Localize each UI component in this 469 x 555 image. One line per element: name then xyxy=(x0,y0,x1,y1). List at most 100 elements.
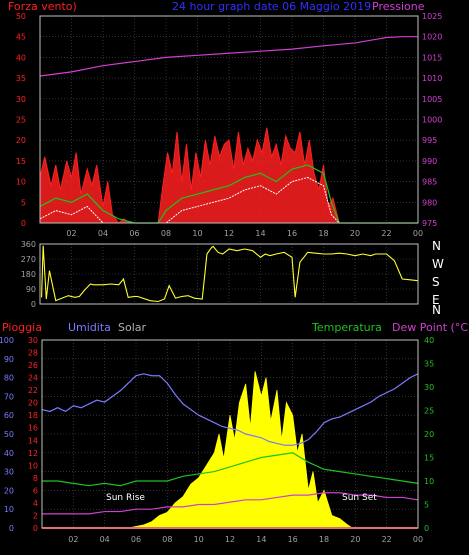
temperature-tick-label: 35 xyxy=(424,360,434,369)
humidity-tick-label: 50 xyxy=(4,430,14,439)
humidity-tick-label: 0 xyxy=(9,524,14,533)
sunset-label: Sun Set xyxy=(342,493,377,503)
y-tick-label-right: 990 xyxy=(422,157,437,166)
rain-humidity-temperature-chart: 0102030405060708090100024681012141618202… xyxy=(0,336,434,544)
pressure-line xyxy=(39,36,418,77)
rain-tick-label: 18 xyxy=(28,411,38,420)
rain-tick-label: 20 xyxy=(28,399,38,408)
x-tick-label: 10 xyxy=(192,229,202,238)
rain-tick-label: 16 xyxy=(28,424,38,433)
x-tick-label: 02 xyxy=(68,535,78,544)
x-tick-label: 04 xyxy=(98,229,108,238)
temperature-tick-label: 20 xyxy=(424,430,434,439)
rain-tick-label: 2 xyxy=(33,511,38,520)
rain-tick-label: 28 xyxy=(28,349,38,358)
compass-label-s: S xyxy=(432,275,440,289)
x-tick-label: 18 xyxy=(319,535,329,544)
humidity-tick-label: 10 xyxy=(4,505,14,514)
x-tick-label: 20 xyxy=(350,229,360,238)
y-tick-label-right: 1015 xyxy=(422,53,442,62)
x-tick-label: 00 xyxy=(413,229,423,238)
y-tick-label-right: 985 xyxy=(422,178,437,187)
y-tick-label-left: 30 xyxy=(16,95,26,104)
humidity-tick-label: 60 xyxy=(4,411,14,420)
humidity-tick-label: 20 xyxy=(4,486,14,495)
y-tick-label: 180 xyxy=(21,270,36,279)
y-tick-label: 360 xyxy=(21,240,36,249)
x-tick-label: 08 xyxy=(162,535,172,544)
y-tick-label-right: 1025 xyxy=(422,12,442,21)
y-tick-label: 90 xyxy=(26,285,36,294)
x-tick-label: 14 xyxy=(255,229,265,238)
wind-average-line xyxy=(39,164,418,224)
humidity-axis-label: Umidita xyxy=(68,321,111,334)
wind-direction-chart: 0 90 180 270 360 xyxy=(21,240,419,309)
chart-title: 24 hour graph date 06 Maggio 2019 xyxy=(172,0,371,13)
humidity-tick-label: 40 xyxy=(4,449,14,458)
wind-speed-area xyxy=(39,127,418,224)
x-tick-label: 06 xyxy=(129,229,139,238)
y-tick-label-left: 35 xyxy=(16,74,26,83)
rain-tick-label: 4 xyxy=(33,499,38,508)
x-tick-label: 08 xyxy=(161,229,171,238)
y-tick-label-right: 1000 xyxy=(422,116,442,125)
humidity-tick-label: 30 xyxy=(4,468,14,477)
sunrise-label: Sun Rise xyxy=(106,493,145,503)
y-tick-label-right: 1005 xyxy=(422,95,442,104)
compass-label-n-bottom: N xyxy=(432,303,441,317)
y-tick-label-left: 10 xyxy=(16,178,26,187)
rain-tick-label: 8 xyxy=(33,474,38,483)
x-tick-label: 22 xyxy=(381,229,391,238)
temperature-tick-label: 10 xyxy=(424,477,434,486)
rain-tick-label: 12 xyxy=(28,449,38,458)
x-tick-label: 04 xyxy=(100,535,110,544)
compass-label-w: W xyxy=(432,257,444,271)
y-tick-label-left: 45 xyxy=(16,33,26,42)
x-tick-label: 22 xyxy=(382,535,392,544)
temperature-tick-label: 0 xyxy=(424,524,429,533)
y-tick-label-left: 25 xyxy=(16,116,26,125)
temperature-tick-label: 30 xyxy=(424,383,434,392)
wind-axis-label: Forza vento) xyxy=(8,0,77,13)
y-tick-label: 0 xyxy=(31,300,36,309)
y-tick-label-left: 50 xyxy=(16,12,26,21)
x-tick-label: 02 xyxy=(66,229,76,238)
x-tick-label: 12 xyxy=(224,229,234,238)
plot-frame xyxy=(41,339,419,529)
rain-tick-label: 0 xyxy=(33,524,38,533)
y-tick-label-right: 975 xyxy=(422,219,437,228)
temperature-tick-label: 5 xyxy=(424,501,429,510)
solar-area xyxy=(128,371,354,529)
y-tick-label-left: 40 xyxy=(16,53,26,62)
temperature-tick-label: 40 xyxy=(424,336,434,345)
y-tick-label-right: 1010 xyxy=(422,74,442,83)
y-tick-label-left: 15 xyxy=(16,157,26,166)
rain-axis-label: Pioggia xyxy=(2,321,42,334)
rain-tick-label: 14 xyxy=(28,436,38,445)
x-tick-label: 06 xyxy=(131,535,141,544)
y-tick-label-right: 995 xyxy=(422,136,437,145)
x-tick-label: 16 xyxy=(288,535,298,544)
dewpoint-axis-label: Dew Point (°C) xyxy=(392,321,469,334)
x-tick-label: 14 xyxy=(256,535,266,544)
rain-tick-label: 22 xyxy=(28,386,38,395)
compass-labels: N W S E N xyxy=(432,239,444,317)
x-tick-label: 12 xyxy=(225,535,235,544)
plot-frame xyxy=(39,243,419,305)
compass-label-n-top: N xyxy=(432,239,441,253)
rain-tick-label: 26 xyxy=(28,361,38,370)
rain-tick-label: 30 xyxy=(28,336,38,345)
humidity-tick-label: 90 xyxy=(4,355,14,364)
x-tick-label: 20 xyxy=(350,535,360,544)
y-tick-label-right: 980 xyxy=(422,198,437,207)
rain-tick-label: 6 xyxy=(33,486,38,495)
x-tick-label: 18 xyxy=(318,229,328,238)
temperature-line xyxy=(42,452,419,487)
rain-tick-label: 10 xyxy=(28,461,38,470)
temperature-tick-label: 15 xyxy=(424,454,434,463)
wind-pressure-chart: 0510152025303540455097598098599099510001… xyxy=(16,12,443,238)
pressure-axis-label: Pressione xyxy=(372,0,425,13)
y-tick-label-left: 5 xyxy=(21,198,26,207)
humidity-line xyxy=(41,373,419,446)
